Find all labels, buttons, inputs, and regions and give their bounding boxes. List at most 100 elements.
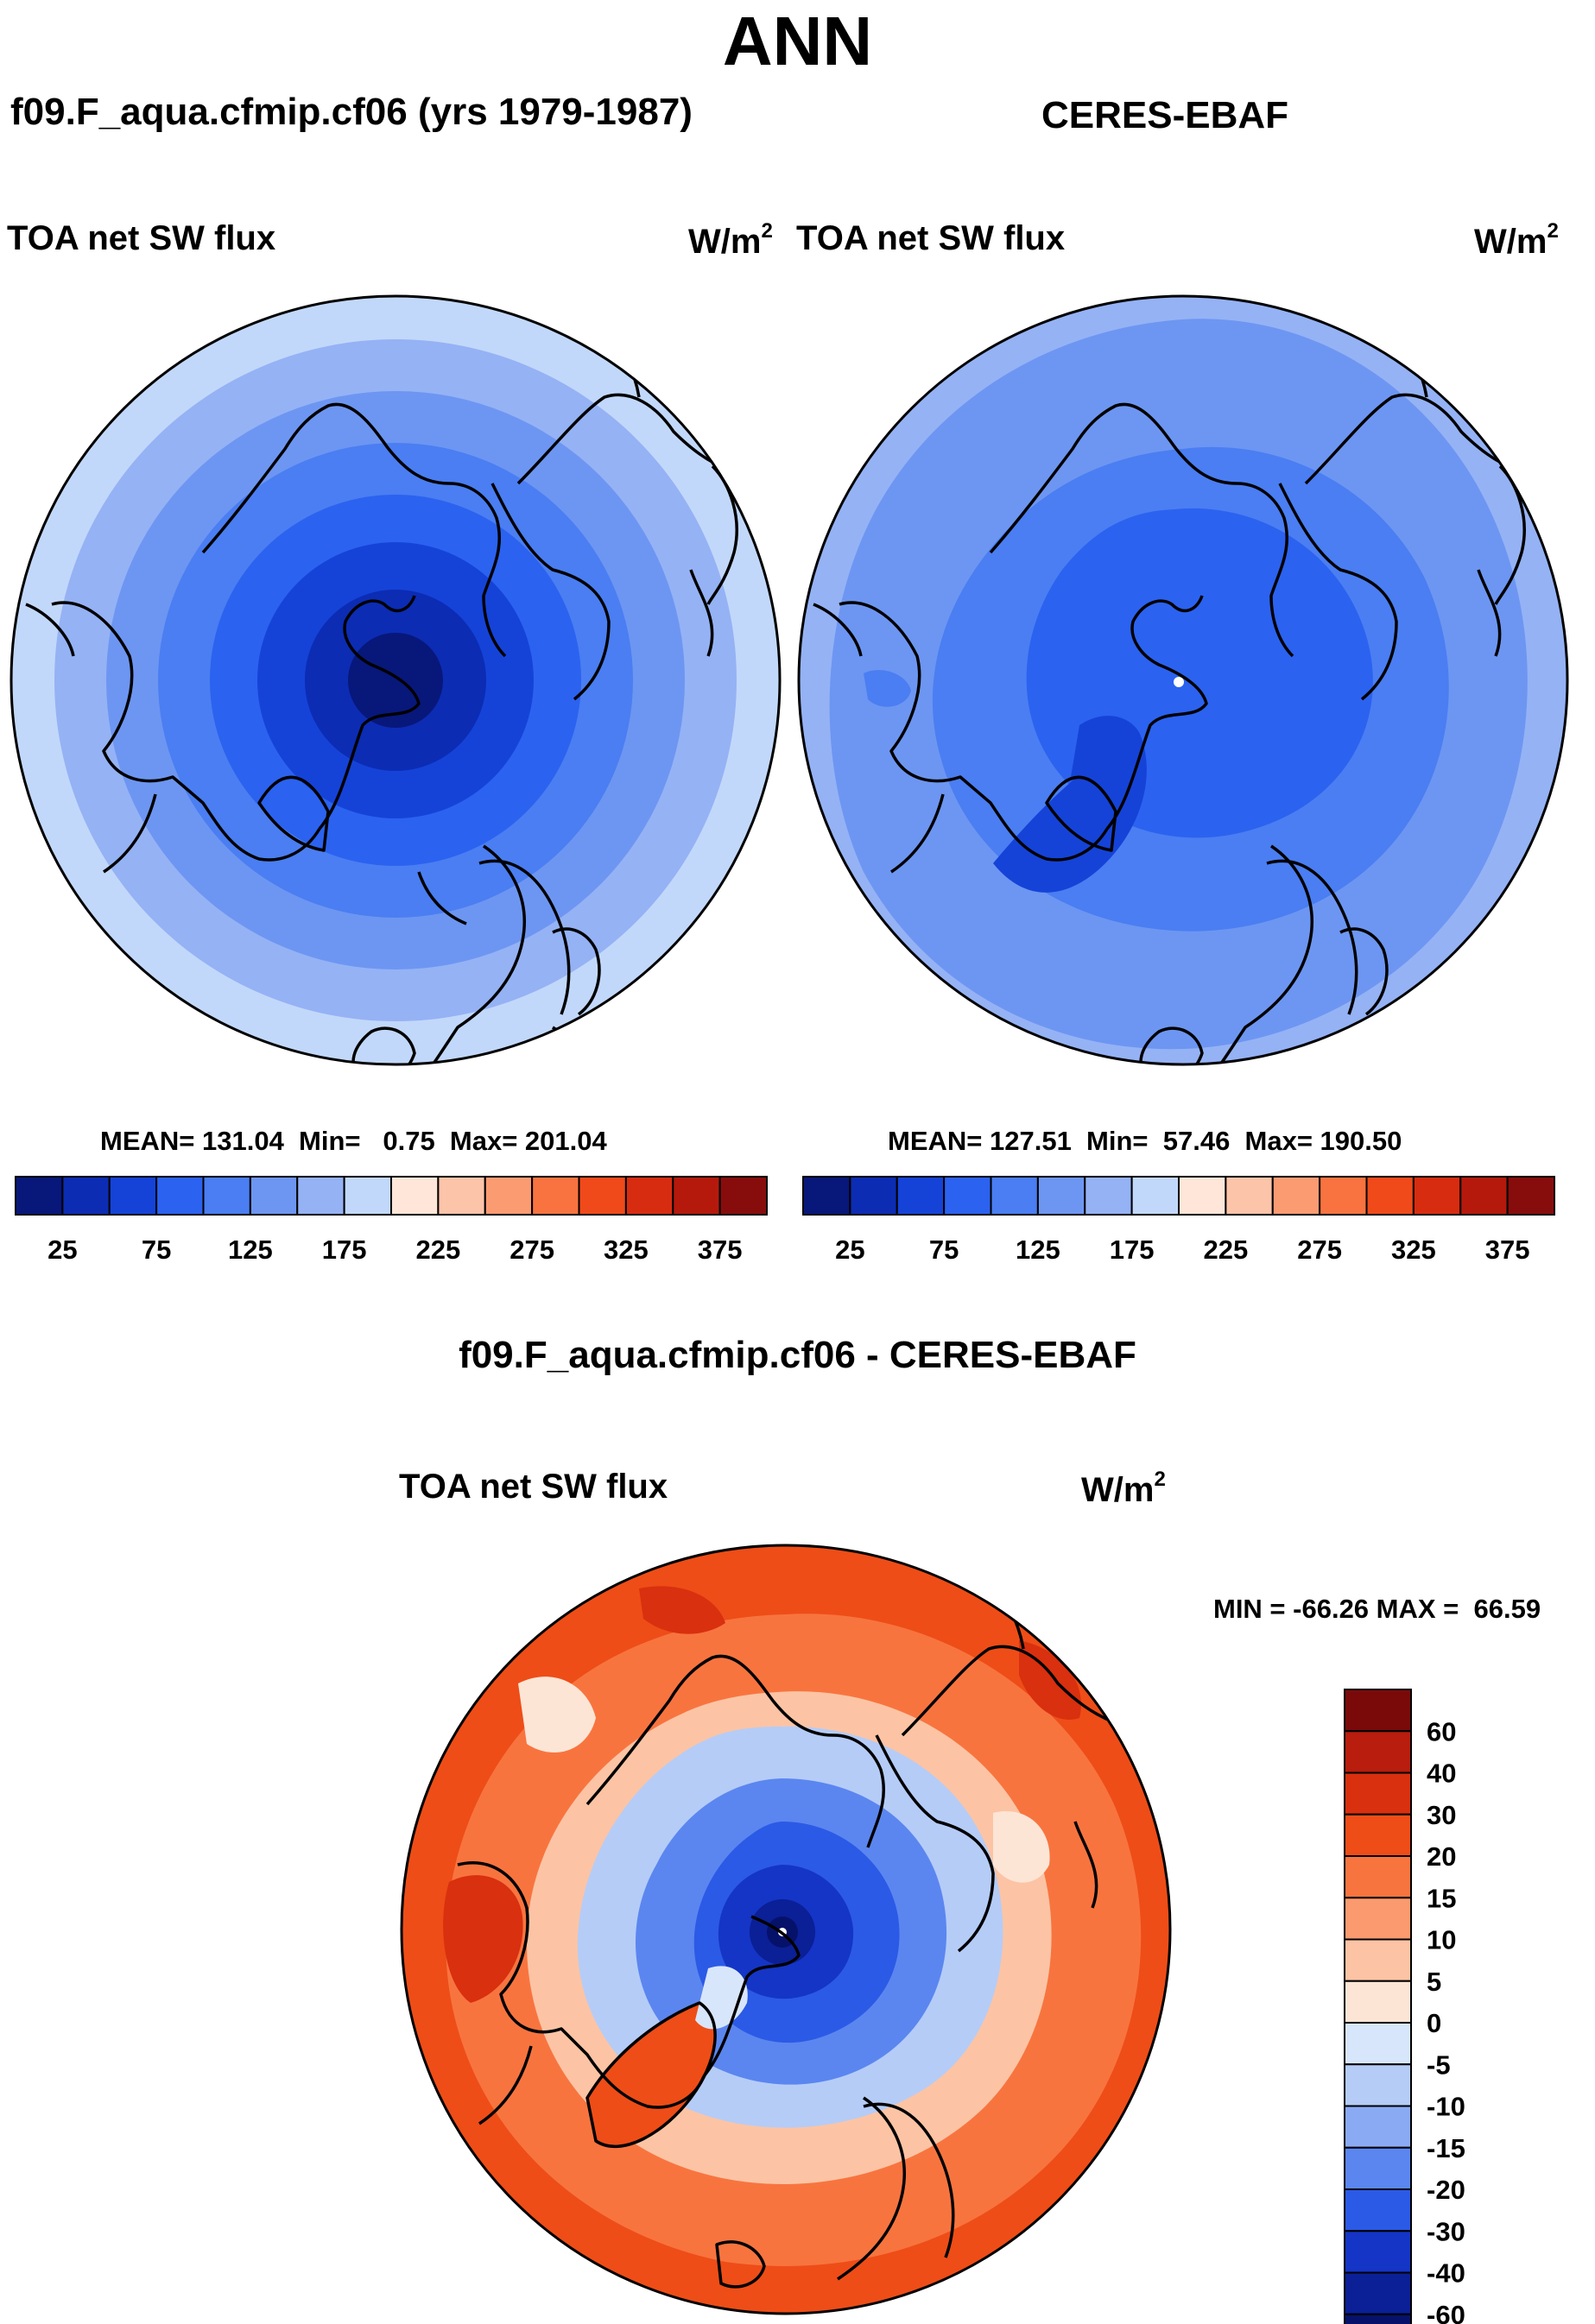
colorbar-box <box>343 1176 392 1216</box>
colorbar-tick-label: 175 <box>322 1235 367 1265</box>
colorbar-box <box>1506 1176 1555 1216</box>
colorbar-box <box>1344 1730 1412 1774</box>
colorbar-box <box>1344 1897 1412 1941</box>
panel1-stats: MEAN= 131.04 Min= 0.75 Max= 201.04 <box>100 1126 607 1156</box>
colorbar-box <box>437 1176 486 1216</box>
colorbar-box <box>1344 1771 1412 1816</box>
colorbar-box <box>672 1176 721 1216</box>
colorbar-tick-label: 175 <box>1110 1235 1155 1265</box>
map-border <box>9 294 782 1066</box>
colorbar-box <box>1344 1689 1412 1733</box>
coastlines <box>813 326 1526 1064</box>
difference-units-label: W/m2 <box>1081 1468 1166 1509</box>
colorbar-box <box>1178 1176 1227 1216</box>
colorbar-tick-label: 275 <box>510 1235 554 1265</box>
colorbar-tick-label: 25 <box>835 1235 864 1265</box>
colorbar-tick-label: 25 <box>47 1235 77 1265</box>
colorbar-box <box>155 1176 205 1216</box>
colorbar-box <box>1225 1176 1274 1216</box>
colorbar-box <box>943 1176 992 1216</box>
difference-polar-map <box>400 1544 1172 2315</box>
colorbar-box <box>1319 1176 1368 1216</box>
colorbar-tick-label: 125 <box>1016 1235 1060 1265</box>
ceres-polar-map <box>797 294 1569 1066</box>
colorbar-box <box>1344 2022 1412 2066</box>
map-border <box>797 294 1569 1066</box>
ceres-colorbar: 25 75 125 175 225 275 325 375 <box>802 1176 1555 1265</box>
difference-colorbar: 60 40 30 20 15 10 5 0 -5 -10 -15 -20 -30 -40 -60 <box>1344 1689 1465 2324</box>
colorbar-box <box>1344 1938 1412 1982</box>
colorbar-box <box>1271 1176 1321 1216</box>
coastlines <box>457 1578 1115 2289</box>
panel1-units-label: W/m2 <box>688 219 773 261</box>
colorbar-box <box>1344 1813 1412 1857</box>
colorbar-tick-label: 10 <box>1427 1925 1456 1955</box>
model-colorbar: 25 75 125 175 225 275 325 375 <box>15 1176 768 1265</box>
panel2-variable-label: TOA net SW flux <box>796 219 1066 257</box>
colorbar-tick-label: 125 <box>228 1235 273 1265</box>
colorbar-tick-label: 225 <box>416 1235 461 1265</box>
colorbar-tick-label: 60 <box>1427 1716 1456 1746</box>
colorbar-tick-label: -60 <box>1427 2300 1465 2324</box>
colorbar-box <box>1344 2146 1412 2190</box>
colorbar-tick-label: 0 <box>1427 2008 1441 2038</box>
panel1-variable-label: TOA net SW flux <box>7 219 276 257</box>
difference-variable-label: TOA net SW flux <box>399 1468 668 1506</box>
colorbar-tick-label: -40 <box>1427 2258 1465 2289</box>
panel1-title: f09.F_aqua.cfmip.cf06 (yrs 1979-1987) <box>10 91 693 133</box>
colorbar-box <box>61 1176 111 1216</box>
panel2-stats: MEAN= 127.51 Min= 57.46 Max= 190.50 <box>888 1126 1402 1156</box>
colorbar-box <box>1412 1176 1462 1216</box>
coastlines <box>25 326 738 1064</box>
colorbar-box <box>1344 2105 1412 2149</box>
panel2-title: CERES-EBAF <box>1041 94 1289 136</box>
colorbar-box <box>108 1176 158 1216</box>
figure-title: ANN <box>722 3 873 79</box>
panel2-units-label: W/m2 <box>1474 219 1559 261</box>
colorbar-box <box>390 1176 440 1216</box>
colorbar-tick-label: 75 <box>142 1235 171 1265</box>
difference-title: f09.F_aqua.cfmip.cf06 - CERES-EBAF <box>459 1334 1136 1376</box>
colorbar-box <box>849 1176 898 1216</box>
colorbar-box <box>1130 1176 1180 1216</box>
colorbar-box <box>15 1176 64 1216</box>
colorbar-tick-label: 225 <box>1204 1235 1249 1265</box>
colorbar-tick-label: 5 <box>1427 1967 1441 1997</box>
colorbar-tick-label: 30 <box>1427 1800 1456 1830</box>
colorbar-box <box>1084 1176 1133 1216</box>
colorbar-tick-label: 15 <box>1427 1883 1456 1913</box>
colorbar-box <box>1344 2271 1412 2315</box>
colorbar-tick-label: 325 <box>1391 1235 1436 1265</box>
colorbar-box <box>202 1176 251 1216</box>
colorbar-box <box>1344 1855 1412 1899</box>
colorbar-box <box>531 1176 580 1216</box>
colorbar-box <box>718 1176 768 1216</box>
colorbar-box <box>1036 1176 1086 1216</box>
colorbar-box <box>624 1176 674 1216</box>
colorbar-tick-label: -20 <box>1427 2175 1465 2205</box>
colorbar-box <box>802 1176 851 1216</box>
colorbar-tick-label: 275 <box>1297 1235 1342 1265</box>
colorbar-box <box>990 1176 1039 1216</box>
colorbar-tick-label: 375 <box>698 1235 743 1265</box>
colorbar-tick-label: -5 <box>1427 2049 1451 2080</box>
colorbar-box <box>249 1176 299 1216</box>
colorbar-box <box>578 1176 627 1216</box>
colorbar-box <box>1344 2188 1412 2232</box>
colorbar-tick-label: -10 <box>1427 2092 1465 2122</box>
colorbar-tick-label: -30 <box>1427 2216 1465 2246</box>
difference-minmax: MIN = -66.26 MAX = 66.59 <box>1213 1594 1541 1624</box>
map-border <box>400 1544 1172 2315</box>
colorbar-box <box>1459 1176 1509 1216</box>
colorbar-box <box>1344 1980 1412 2024</box>
colorbar-tick-label: -15 <box>1427 2133 1465 2163</box>
colorbar-tick-label: 375 <box>1485 1235 1530 1265</box>
colorbar-tick-label: 75 <box>929 1235 959 1265</box>
colorbar-tick-label: 20 <box>1427 1841 1456 1872</box>
colorbar-box <box>296 1176 345 1216</box>
colorbar-tick-label: 40 <box>1427 1759 1456 1789</box>
colorbar-tick-label: 325 <box>604 1235 649 1265</box>
colorbar-box <box>1344 2313 1412 2324</box>
colorbar-box <box>1344 2230 1412 2274</box>
